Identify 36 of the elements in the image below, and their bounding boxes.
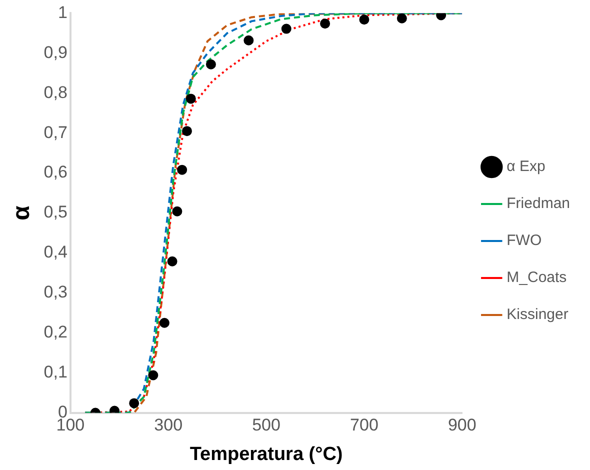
point [281,24,292,34]
x-tick-label: 500 [252,416,280,435]
point [186,94,196,104]
point [172,206,182,216]
legend-label: Friedman [506,195,570,212]
y-tick-label: 0,5 [44,202,68,222]
point [177,164,188,175]
point [320,18,330,29]
line-series [84,13,462,413]
legend-label: FWO [506,232,542,250]
x-axis-title: Temperatura (°C) [190,444,343,465]
y-tick-label: 0,8 [44,82,68,102]
x-tick-label: 700 [350,416,378,435]
y-tick-label: 0,3 [44,282,68,302]
x-tick-label: 900 [448,416,476,435]
x-tick-label: 300 [154,416,183,435]
legend-label: M_Coats [506,269,567,286]
y-axis-title: α [8,205,36,220]
point [167,256,178,266]
y-tick-label: 0,7 [44,122,68,142]
y-tick-label: 0,6 [44,162,68,182]
point [359,14,370,25]
point [129,398,140,408]
y-tick-label: 0,9 [44,42,68,62]
point [148,370,158,380]
y-tick-label: 0,1 [44,362,68,382]
point [159,318,170,328]
point [182,126,192,136]
y-tick-label: 1 [58,2,68,22]
legend-label: Kissinger [506,306,568,324]
y-tick-label: 0,2 [44,322,68,342]
legend-label: α Exp [506,158,546,176]
point [206,59,216,70]
point [396,13,407,24]
y-tick-label: 0,4 [44,242,68,262]
point [244,35,254,46]
